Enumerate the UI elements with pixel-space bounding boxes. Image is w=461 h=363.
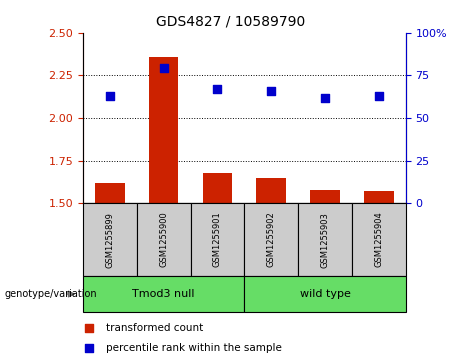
Point (106, 93, 113, 99)
Bar (352, 203, 406, 276)
Text: Tmod3 null: Tmod3 null (132, 289, 195, 299)
Bar (244, 276, 406, 312)
Text: wild type: wild type (300, 289, 350, 299)
Text: GSM1255899: GSM1255899 (106, 212, 114, 268)
Point (321, 95, 329, 101)
Point (86, 325, 93, 331)
Point (160, 66, 167, 72)
Text: GDS4827 / 10589790: GDS4827 / 10589790 (156, 15, 305, 29)
Bar (83, 203, 137, 276)
Text: GSM1255900: GSM1255900 (159, 212, 168, 268)
Text: genotype/variation: genotype/variation (5, 289, 97, 299)
Point (86, 346, 93, 351)
Bar (298, 203, 352, 276)
Bar (95, 183, 124, 203)
Bar (310, 189, 340, 203)
Text: GSM1255903: GSM1255903 (320, 212, 330, 268)
Text: GSM1255904: GSM1255904 (374, 212, 383, 268)
Point (267, 88, 275, 94)
Bar (203, 172, 232, 203)
Bar (137, 203, 190, 276)
Bar (244, 203, 298, 276)
Point (375, 93, 383, 99)
Point (214, 86, 221, 92)
Bar (149, 57, 178, 203)
Text: GSM1255902: GSM1255902 (267, 212, 276, 268)
Text: percentile rank within the sample: percentile rank within the sample (106, 343, 282, 354)
Bar (190, 203, 244, 276)
Bar (83, 276, 244, 312)
Text: GSM1255901: GSM1255901 (213, 212, 222, 268)
Text: transformed count: transformed count (106, 323, 203, 333)
Bar (364, 191, 394, 203)
Bar (256, 178, 286, 203)
